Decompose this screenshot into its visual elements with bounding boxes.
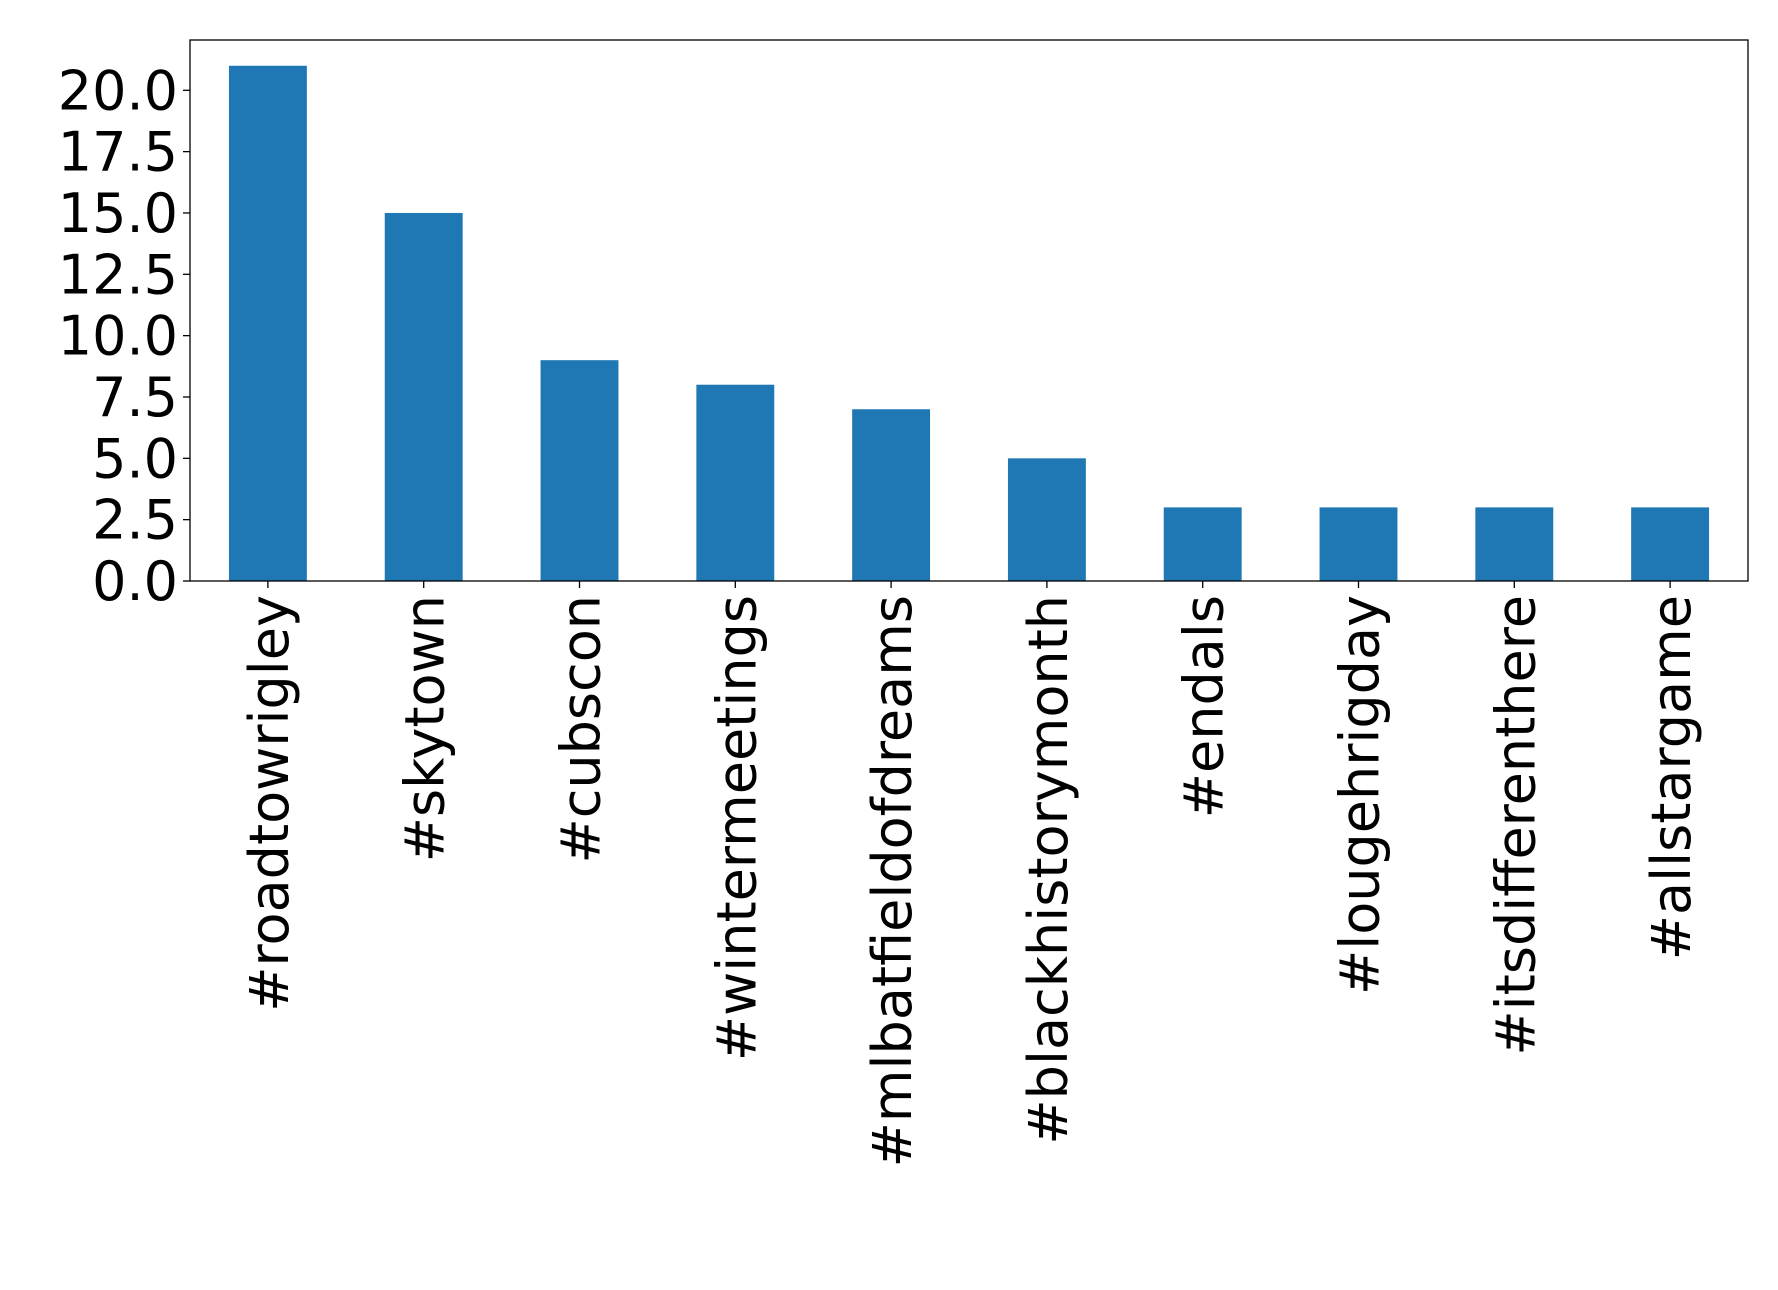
y-tick-label: 15.0 (58, 182, 178, 245)
bar (1163, 507, 1242, 581)
y-tick-label: 12.5 (58, 243, 178, 306)
bars-group (228, 65, 1710, 582)
bar (384, 212, 463, 582)
y-axis: 0.02.55.07.510.012.515.017.520.0 (58, 59, 190, 613)
y-tick-label: 7.5 (92, 366, 178, 429)
x-tick-label: #allstargame (1640, 595, 1703, 960)
bar (1475, 507, 1554, 581)
bar (1631, 507, 1710, 581)
bar (540, 360, 619, 581)
y-tick-label: 10.0 (58, 305, 178, 368)
bar (852, 409, 931, 581)
bar (1319, 507, 1398, 581)
y-tick-label: 20.0 (58, 59, 178, 122)
x-tick-label: #cubscon (550, 595, 613, 864)
y-tick-label: 5.0 (92, 427, 178, 490)
y-tick-label: 17.5 (58, 121, 178, 184)
x-tick-label: #wintermeetings (705, 595, 768, 1061)
x-axis: #roadtowrigley #skytown #cubscon #wintermee… (238, 581, 1703, 1167)
bar (1007, 458, 1086, 581)
x-tick-label: #blackhistorymonth (1017, 595, 1080, 1145)
bar (696, 384, 775, 581)
x-tick-label: #endals (1173, 595, 1236, 818)
x-tick-label: #lougehrigday (1329, 595, 1392, 995)
y-tick-label: 2.5 (92, 489, 178, 552)
x-tick-label: #itsdifferenthere (1484, 595, 1547, 1056)
x-tick-label: #roadtowrigley (238, 595, 301, 1012)
bar (228, 65, 307, 581)
plot-frame (189, 39, 1749, 582)
x-tick-label: #mlbatfieldofdreams (861, 595, 924, 1167)
y-tick-label: 0.0 (92, 550, 178, 613)
x-tick-label: #skytown (394, 595, 457, 862)
